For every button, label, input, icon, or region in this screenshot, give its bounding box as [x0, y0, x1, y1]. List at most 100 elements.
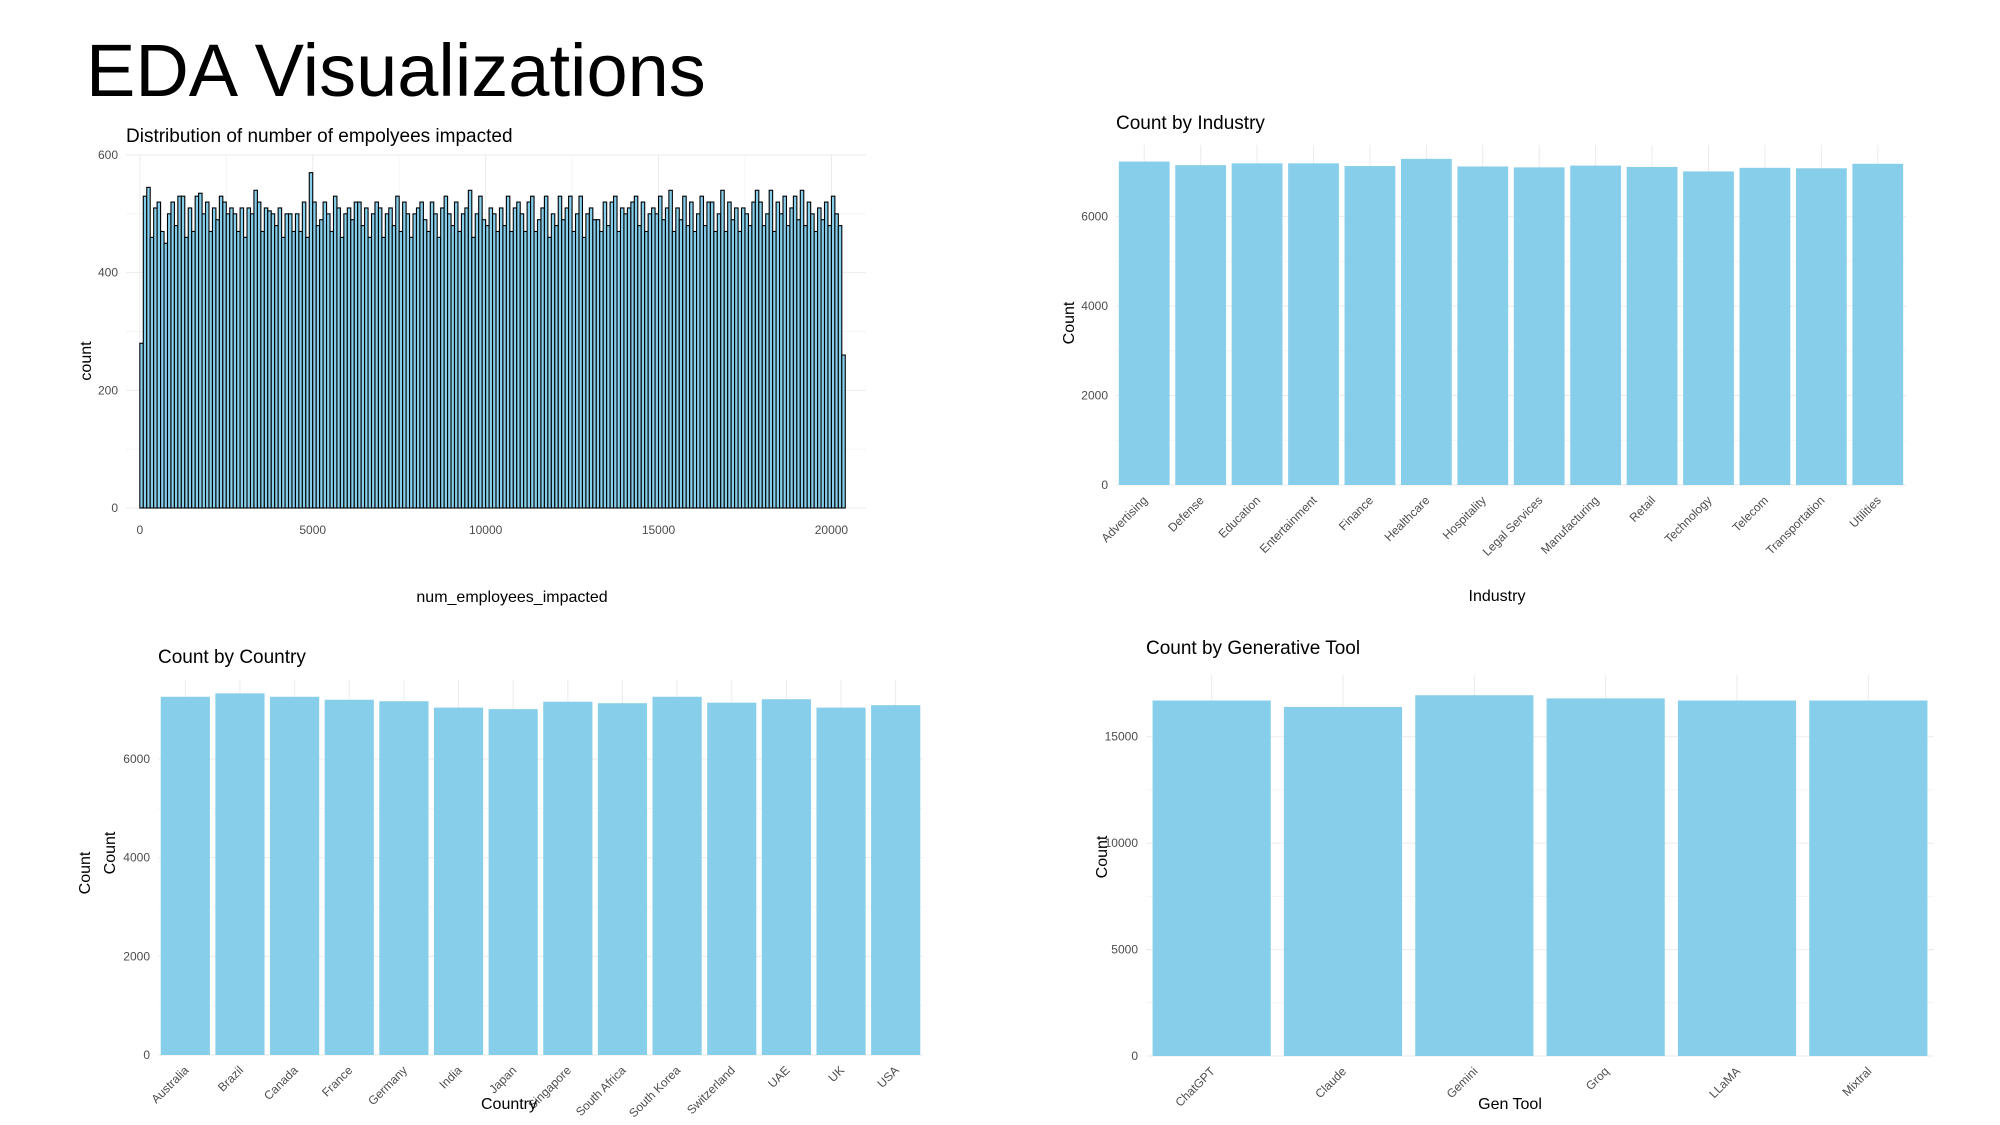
x-axis-label: num_employees_impacted: [416, 589, 607, 606]
x-tick-label: 15000: [642, 523, 676, 537]
bar-telecom: [1739, 167, 1791, 485]
x-tick-label: UK: [825, 1063, 847, 1085]
bar-switzerland: [707, 702, 757, 1055]
y-tick-label: 0: [111, 501, 118, 515]
chart-title: Count by Generative Tool: [1146, 638, 1360, 659]
y-tick-label: 6000: [123, 752, 150, 766]
x-tick-label: Hospitality: [1440, 493, 1489, 542]
y-tick-label: 2000: [1081, 389, 1108, 403]
bar-chatgpt: [1152, 700, 1271, 1056]
y-tick-label: 6000: [1081, 210, 1108, 224]
chart-title: Count by Country: [158, 647, 306, 668]
bar-groq: [1546, 698, 1665, 1056]
x-tick-label: LLaMA: [1706, 1064, 1743, 1101]
x-tick-label: 20000: [815, 523, 849, 537]
bar-legal-services: [1513, 167, 1565, 486]
x-tick-label: Defense: [1165, 493, 1207, 535]
x-tick-label: Groq: [1583, 1064, 1612, 1093]
x-tick-label: Healthcare: [1382, 493, 1433, 544]
x-tick-label: Australia: [149, 1063, 192, 1106]
bar-technology: [1683, 171, 1734, 485]
x-axis-label: Country: [481, 1096, 537, 1113]
bar-chart-industry: Count by Industry 0 2000 4000 6000 Advertisi…: [1061, 113, 1906, 605]
x-tick-label: 5000: [299, 523, 326, 537]
y-tick-label: 400: [98, 266, 118, 280]
bar-uae: [761, 699, 811, 1055]
x-tick-label: Brazil: [215, 1063, 246, 1094]
x-tick-label: 10000: [469, 523, 503, 537]
histogram-employees-impacted: Distribution of number of empolyees impa…: [78, 126, 866, 606]
bar-uk: [816, 707, 866, 1055]
bar-france: [324, 699, 374, 1055]
x-tick-label: Mixtral: [1840, 1064, 1875, 1099]
bar-education: [1231, 163, 1283, 485]
bar-chart-generative-tool: Count by Generative Tool 0 5000 10000 15000…: [1094, 638, 1934, 1113]
x-tick-label: Utilities: [1847, 493, 1884, 530]
histogram-bar: [841, 354, 846, 509]
y-tick-label: 200: [98, 383, 118, 397]
x-tick-label: Japan: [486, 1063, 519, 1096]
x-tick-label: Advertising: [1098, 493, 1150, 545]
y-tick-label: 4000: [123, 851, 150, 865]
bar-gemini: [1415, 695, 1534, 1056]
y-tick-label: 0: [1131, 1049, 1138, 1063]
y-tick-label: 15000: [1105, 730, 1139, 744]
x-tick-label: Manufacturing: [1538, 493, 1602, 557]
x-tick-label: Entertainment: [1257, 493, 1320, 556]
x-tick-label: Technology: [1662, 493, 1715, 546]
x-tick-label: Switzerland: [684, 1063, 738, 1117]
bar-canada: [270, 696, 320, 1055]
bar-claude: [1283, 706, 1403, 1056]
x-tick-label: 0: [136, 523, 143, 537]
x-tick-label: USA: [874, 1063, 901, 1090]
y-tick-label: 10000: [1105, 836, 1139, 850]
bar-mixtral: [1809, 700, 1928, 1056]
y-tick-label: 600: [98, 148, 118, 162]
y-tick-label: 0: [1101, 478, 1108, 492]
x-tick-label: Legal Services: [1480, 493, 1546, 559]
x-tick-label: Germany: [365, 1063, 410, 1108]
x-tick-label: Retail: [1627, 493, 1659, 525]
x-tick-label: South Korea: [626, 1063, 683, 1120]
bar-japan: [488, 709, 538, 1055]
x-tick-label: Gemini: [1444, 1064, 1481, 1101]
y-tick-label: 5000: [1111, 943, 1138, 957]
bar-advertising: [1118, 161, 1170, 486]
bar-south-korea: [652, 696, 702, 1055]
x-tick-label: Finance: [1336, 493, 1376, 533]
y-axis-label: Count: [77, 851, 94, 894]
bar-manufacturing: [1570, 165, 1622, 485]
x-tick-label: India: [436, 1063, 465, 1092]
bar-australia: [160, 696, 210, 1055]
x-tick-label: France: [319, 1063, 356, 1100]
x-tick-label: South Africa: [573, 1063, 629, 1119]
x-axis-label: Industry: [1469, 588, 1526, 605]
y-tick-label: 0: [143, 1048, 150, 1062]
x-tick-label: Claude: [1312, 1064, 1349, 1101]
bar-singapore: [543, 701, 593, 1055]
bar-usa: [871, 705, 921, 1055]
bar-india: [433, 707, 484, 1055]
bar-defense: [1175, 165, 1227, 485]
x-axis-label: Gen Tool: [1478, 1096, 1542, 1113]
y-axis-label: count: [78, 341, 95, 381]
x-tick-label: Canada: [261, 1063, 301, 1103]
x-tick-label: Education: [1216, 493, 1264, 541]
bar-transportation: [1795, 168, 1847, 485]
bar-entertainment: [1288, 163, 1339, 485]
bar-brazil: [215, 693, 265, 1055]
bar-chart-country: Count by Country 0 2000 4000 6000 Australia B…: [77, 647, 923, 1120]
bar-germany: [379, 701, 429, 1055]
chart-title: Count by Industry: [1116, 113, 1265, 134]
bar-hospitality: [1457, 166, 1509, 485]
page-title: EDA Visualizations: [86, 29, 706, 112]
y-tick-label: 4000: [1081, 299, 1108, 313]
y-axis-label-secondary: Count: [102, 831, 119, 874]
chart-title: Distribution of number of empolyees impa…: [126, 126, 513, 147]
y-axis-label: Count: [1094, 835, 1111, 878]
bar-utilities: [1852, 163, 1904, 485]
x-tick-label: ChatGPT: [1173, 1064, 1219, 1110]
y-tick-label: 2000: [123, 949, 150, 963]
bar-south-africa: [597, 703, 648, 1055]
bar-retail: [1626, 166, 1678, 485]
